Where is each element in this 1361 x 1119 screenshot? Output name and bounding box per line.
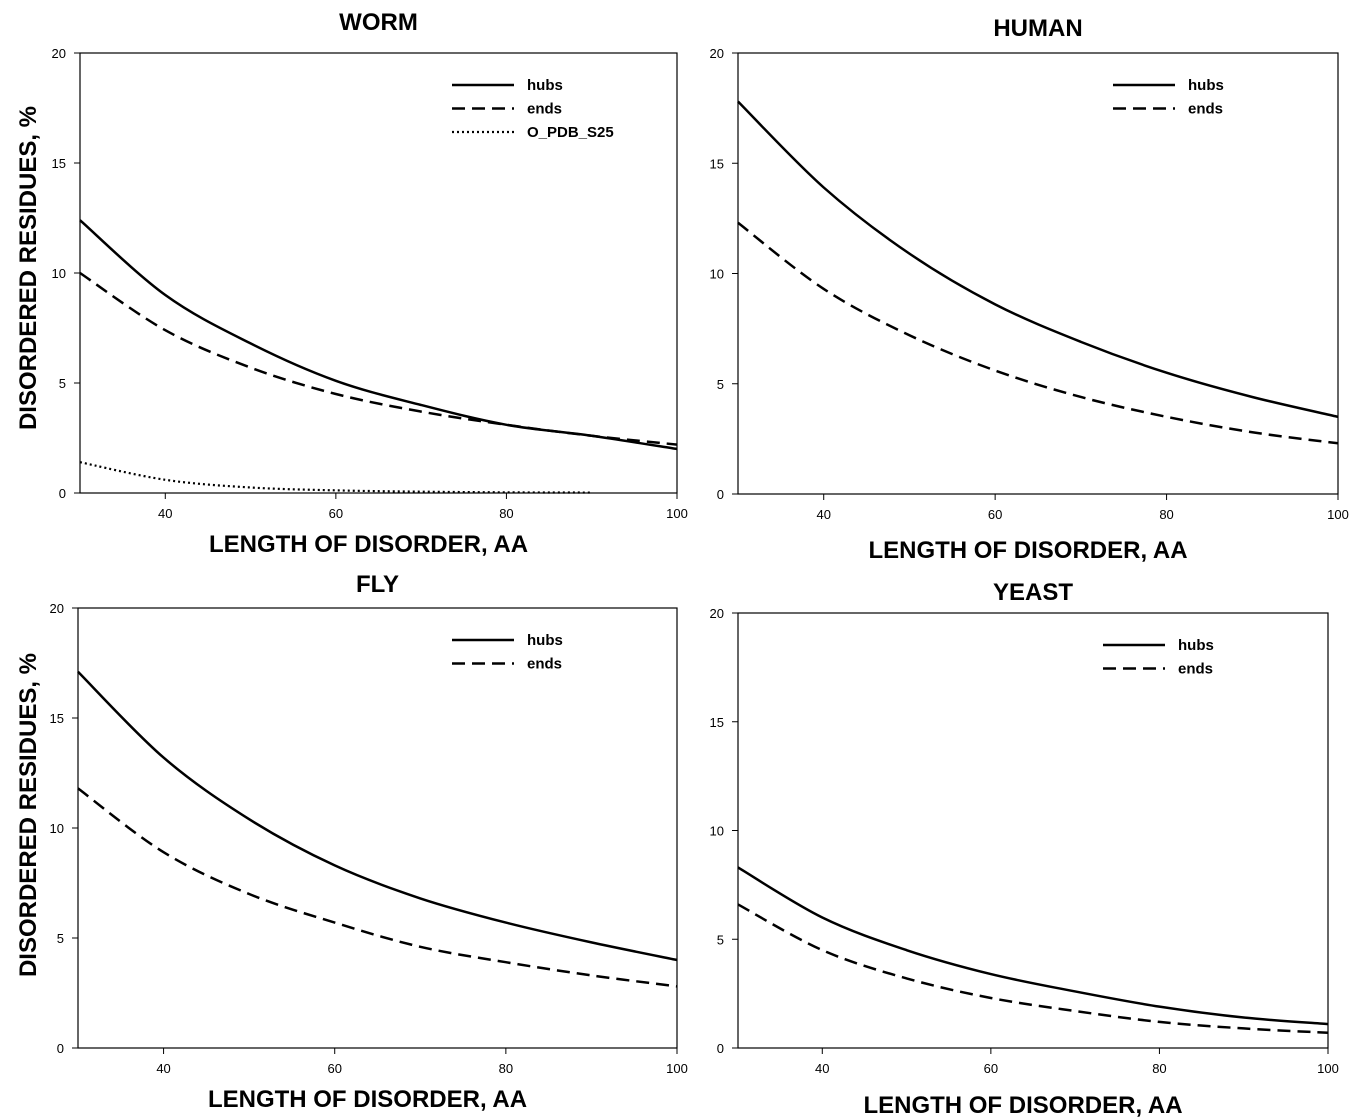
x-tick-label: 60	[988, 507, 1002, 522]
series-line-ends	[737, 221, 1339, 445]
y-tick-label: 5	[717, 377, 724, 392]
legend-label: hubs	[527, 632, 563, 649]
y-tick-label: 0	[717, 1041, 724, 1056]
legend-label: ends	[1178, 661, 1213, 678]
plot-frame	[79, 52, 678, 494]
y-tick-label: 15	[50, 711, 64, 726]
x-tick-label: 60	[984, 1061, 998, 1076]
legend-label: ends	[527, 656, 562, 673]
series-line-ends	[79, 271, 678, 446]
x-tick-label: 80	[1159, 507, 1173, 522]
chart-panel-worm: WORM LENGTH OF DISORDER, AA DISORDERED RES…	[15, 9, 688, 558]
y-tick-label: 20	[710, 46, 724, 61]
series-line-o_pdb_s25	[79, 461, 592, 494]
x-tick-label: 80	[499, 506, 513, 521]
series-line-hubs	[737, 100, 1339, 419]
y-tick-label: 5	[59, 376, 66, 391]
y-tick-label: 0	[717, 487, 724, 502]
legend-label: O_PDB_S25	[527, 124, 614, 141]
plot-frame	[77, 607, 678, 1049]
x-tick-label: 60	[329, 506, 343, 521]
x-axis-label: LENGTH OF DISORDER, AA	[868, 537, 1187, 564]
chart-panel-human: HUMAN LENGTH OF DISORDER, AA 40 60 80 100 0 5 10…	[710, 15, 1349, 564]
x-tick-label: 80	[499, 1061, 513, 1076]
y-tick-label: 0	[57, 1041, 64, 1056]
y-tick-label: 5	[717, 932, 724, 947]
x-tick-label: 40	[815, 1061, 829, 1076]
y-tick-label: 10	[50, 821, 64, 836]
series-line-hubs	[77, 670, 678, 962]
x-axis-label: LENGTH OF DISORDER, AA	[863, 1092, 1182, 1119]
series-line-hubs	[737, 866, 1329, 1026]
chart-panel-yeast: YEAST LENGTH OF DISORDER, AA 40 60 80 100 0 5 10…	[710, 579, 1339, 1119]
series-line-ends	[737, 903, 1329, 1035]
x-tick-label: 60	[327, 1061, 341, 1076]
x-tick-label: 80	[1152, 1061, 1166, 1076]
x-axis-label: LENGTH OF DISORDER, AA	[208, 1086, 527, 1113]
y-tick-label: 0	[59, 486, 66, 501]
x-tick-label: 40	[158, 506, 172, 521]
legend-label: ends	[527, 101, 562, 118]
y-tick-label: 15	[52, 156, 66, 171]
x-tick-label: 40	[816, 507, 830, 522]
chart-title: WORM	[339, 9, 418, 36]
legend-label: ends	[1188, 101, 1223, 118]
y-tick-label: 10	[710, 267, 724, 282]
x-tick-label: 100	[1317, 1061, 1339, 1076]
legend-label: hubs	[1188, 77, 1224, 94]
x-axis-label: LENGTH OF DISORDER, AA	[209, 531, 528, 558]
x-tick-label: 100	[666, 506, 688, 521]
y-axis-label: DISORDERED RESIDUES, %	[15, 106, 42, 430]
y-tick-label: 10	[52, 266, 66, 281]
y-tick-label: 20	[52, 46, 66, 61]
x-tick-label: 100	[666, 1061, 688, 1076]
y-tick-label: 15	[710, 715, 724, 730]
y-tick-label: 20	[50, 601, 64, 616]
y-tick-label: 20	[710, 606, 724, 621]
series-line-ends	[77, 787, 678, 988]
y-tick-label: 5	[57, 931, 64, 946]
chart-title: HUMAN	[993, 15, 1082, 42]
legend-label: hubs	[527, 77, 563, 94]
chart-panel-fly: FLY LENGTH OF DISORDER, AA DISORDERED RESI…	[15, 571, 688, 1113]
plot-frame	[737, 52, 1339, 495]
series-line-hubs	[79, 219, 678, 451]
legend-label: hubs	[1178, 637, 1214, 654]
chart-title: FLY	[356, 571, 399, 598]
y-axis-label: DISORDERED RESIDUES, %	[15, 653, 42, 977]
y-tick-label: 10	[710, 824, 724, 839]
x-tick-label: 40	[156, 1061, 170, 1076]
chart-title: YEAST	[993, 579, 1073, 606]
y-tick-label: 15	[710, 156, 724, 171]
x-tick-label: 100	[1327, 507, 1349, 522]
